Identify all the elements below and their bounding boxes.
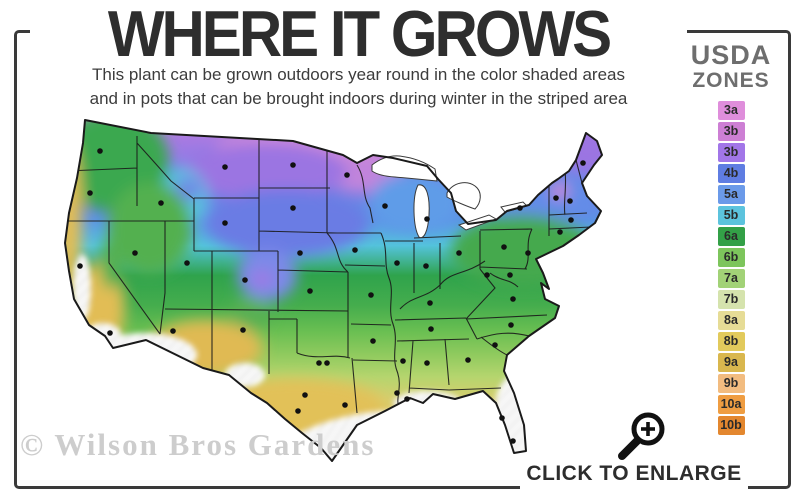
legend-title-usda: USDA <box>690 40 772 70</box>
subtitle-line-2: and in pots that can be brought indoors … <box>89 88 628 108</box>
zone-swatch-3a: 3a <box>717 101 745 121</box>
zone-swatch-10a: 10a <box>717 395 745 415</box>
header: WHERE IT GROWS This plant can be grown o… <box>30 0 687 114</box>
zone-shading <box>65 120 602 461</box>
subtitle-line-1: This plant can be grown outdoors year ro… <box>92 65 625 84</box>
zone-swatch-8a: 8a <box>717 311 745 331</box>
watermark: © Wilson Bros Gardens <box>20 427 376 462</box>
zone-swatch-7a: 7a <box>717 269 745 289</box>
magnifier-plus-icon[interactable] <box>612 408 674 475</box>
usa-map-graphic <box>64 119 603 462</box>
zone-swatch-4b: 4b <box>717 164 745 184</box>
city-dots <box>77 148 586 444</box>
zone-swatch-3b: 3b <box>717 122 745 142</box>
legend-title-zones: ZONES <box>692 69 770 92</box>
zone-swatch-9b: 9b <box>717 374 745 394</box>
hardiness-zone-map[interactable] <box>55 103 685 483</box>
zone-swatch-6b: 6b <box>717 248 745 268</box>
zone-swatch-8b: 8b <box>717 332 745 352</box>
zone-swatch-6a: 6a <box>717 227 745 247</box>
zone-swatch-9a: 9a <box>717 353 745 373</box>
click-to-enlarge-button[interactable]: CLICK TO ENLARGE <box>520 460 748 490</box>
zone-swatch-5b: 5b <box>717 206 745 226</box>
zone-swatch-3b: 3b <box>717 143 745 163</box>
us-outline <box>64 119 603 462</box>
zone-swatch-7b: 7b <box>717 290 745 310</box>
zone-swatch-5a: 5a <box>717 185 745 205</box>
usda-zones-legend: USDA ZONES 3a 3b 3b 4b 5a 5b 6a 6b 7a 7b 8a 8b 9a 9b 1… <box>683 42 779 437</box>
page-title: WHERE IT GROWS <box>107 0 612 71</box>
great-lakes <box>371 155 528 239</box>
zone-swatch-10b: 10b <box>717 416 745 436</box>
zone-swatch-list: 3a 3b 3b 4b 5a 5b 6a 6b 7a 7b 8a 8b 9a 9b 10a 10b <box>683 101 779 436</box>
